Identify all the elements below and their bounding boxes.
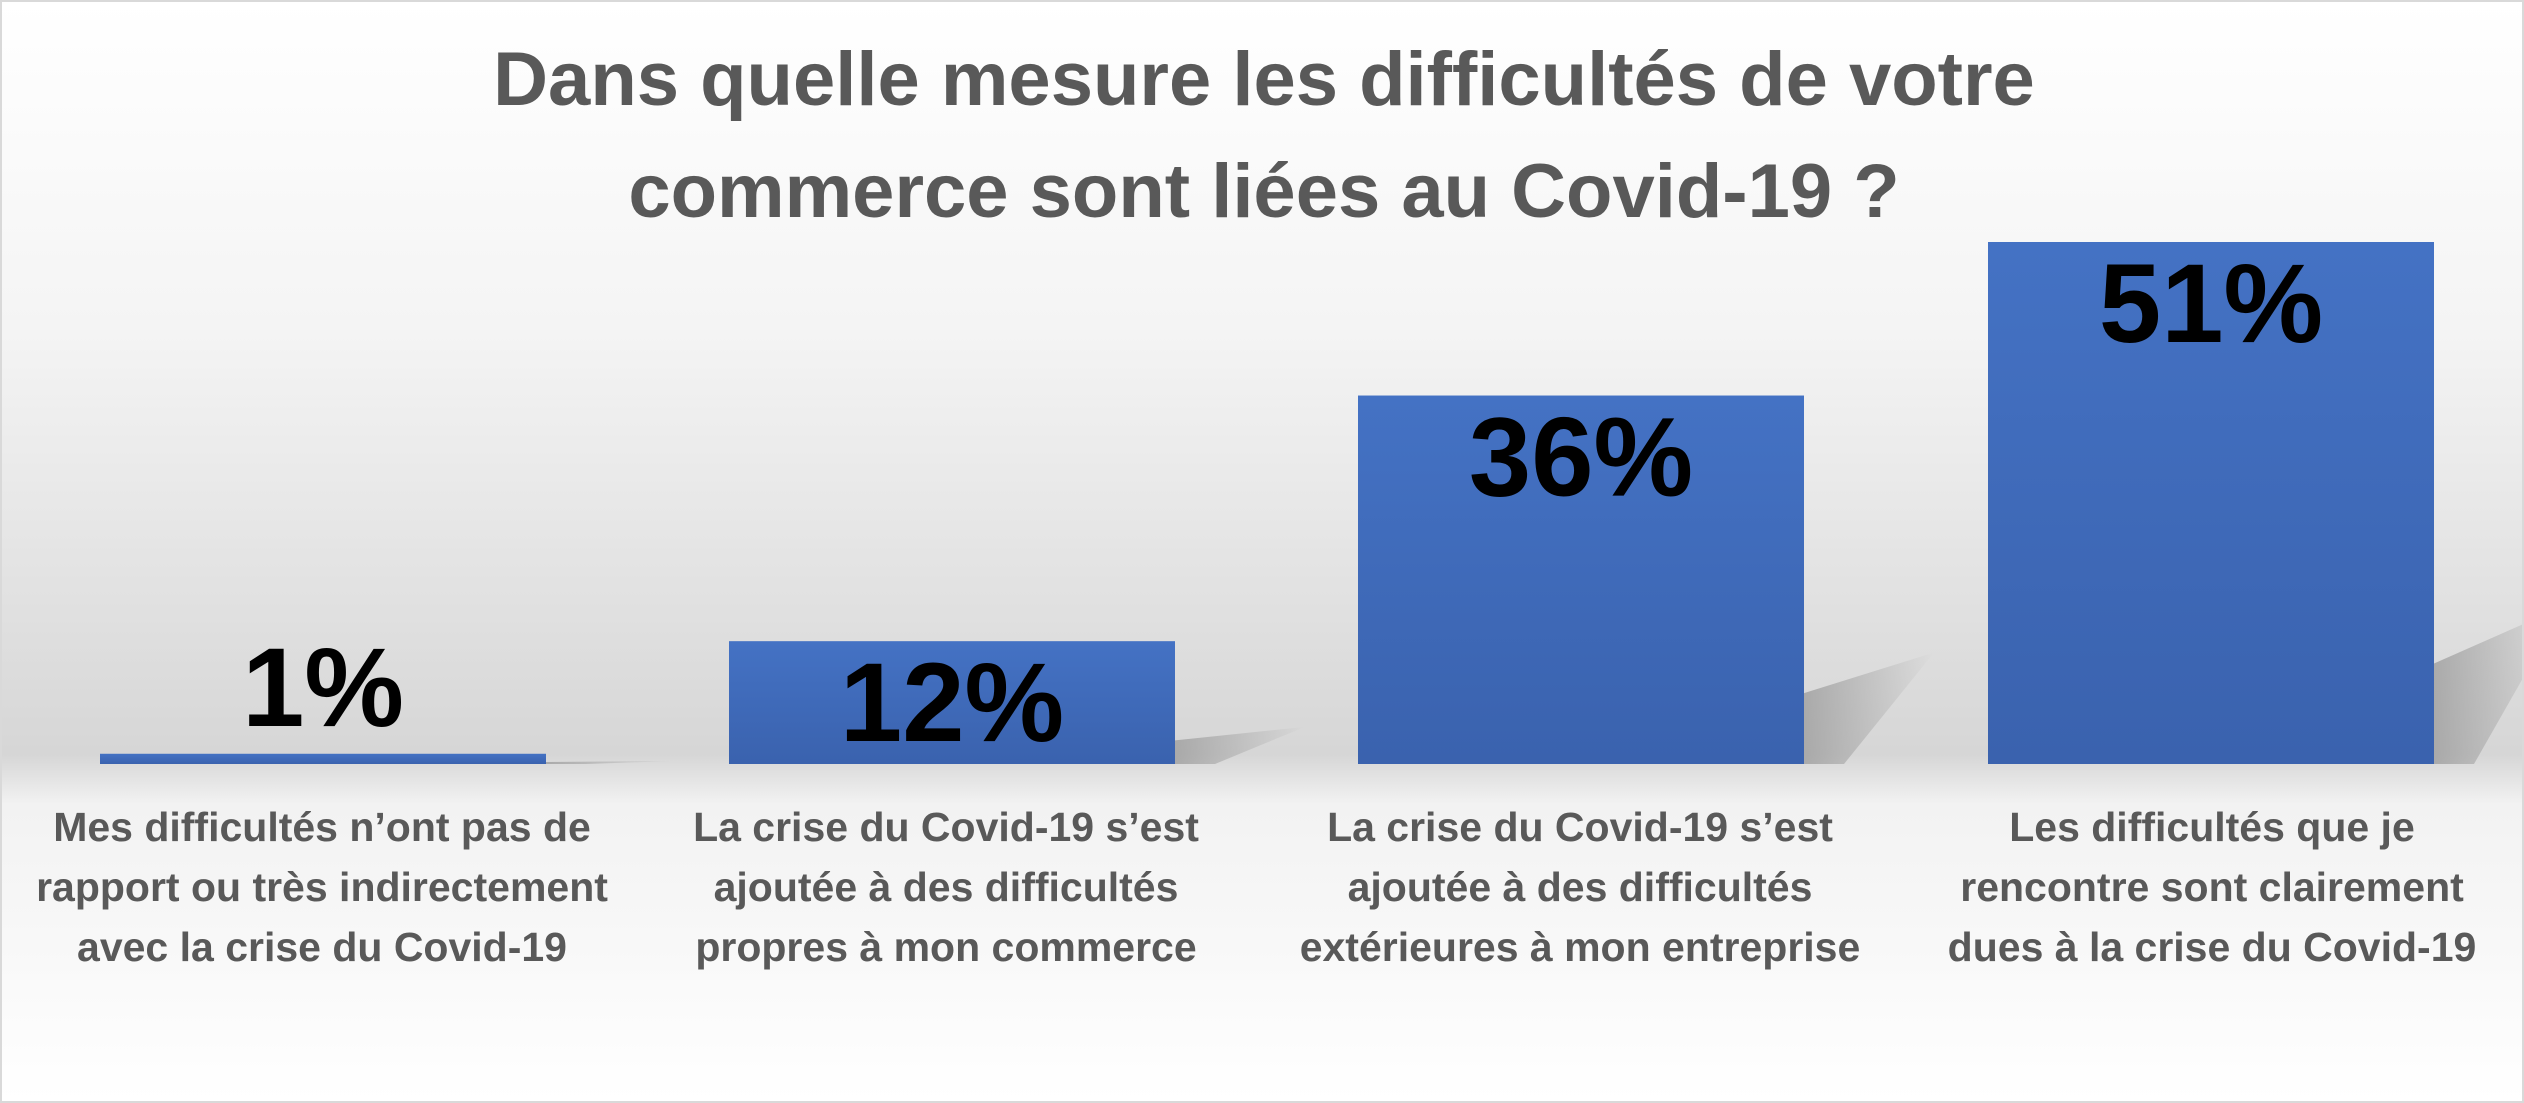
category-label-line: avec la crise du Covid-19 <box>77 924 567 970</box>
category-label-line: rencontre sont clairement <box>1960 864 2464 910</box>
category-label-line: ajoutée à des difficultés <box>1347 864 1813 910</box>
category-label-2: La crise du Covid-19 s’est ajoutée à des… <box>646 797 1246 977</box>
bar-shadow <box>1804 652 1934 764</box>
bar <box>1988 242 2434 764</box>
category-label-line: La crise du Covid-19 s’est <box>1327 804 1833 850</box>
bar <box>729 641 1175 764</box>
data-label: 36% <box>1469 395 1693 520</box>
bar <box>1358 395 1804 764</box>
bars <box>100 242 2434 764</box>
category-label-line: rapport ou très indirectement <box>36 864 608 910</box>
category-label-line: extérieures à mon entreprise <box>1299 924 1861 970</box>
bar <box>100 753 546 764</box>
category-label-3: La crise du Covid-19 s’est ajoutée à des… <box>1280 797 1880 977</box>
data-label: 12% <box>840 640 1064 765</box>
category-label-line: Les difficultés que je <box>2009 804 2415 850</box>
data-label: 51% <box>2099 241 2323 366</box>
chart-title-line-2: commerce sont liées au Covid-19 ? <box>628 149 1900 234</box>
category-label-1: Mes difficultés n’ont pas de rapport ou … <box>22 797 622 977</box>
category-label-line: Mes difficultés n’ont pas de <box>53 804 591 850</box>
data-label: 1% <box>242 625 404 750</box>
category-label-4: Les difficultés que je rencontre sont cl… <box>1912 797 2512 977</box>
bar-shadow <box>1175 726 1305 764</box>
chart-title-line-1: Dans quelle mesure les difficultés de vo… <box>493 37 2035 122</box>
chart-title: Dans quelle mesure les difficultés de vo… <box>2 24 2522 248</box>
bar-shadow <box>2434 624 2522 764</box>
category-label-line: propres à mon commerce <box>695 924 1197 970</box>
category-label-line: dues à la crise du Covid-19 <box>1947 924 2477 970</box>
category-label-line: ajoutée à des difficultés <box>713 864 1179 910</box>
data-labels: 1% 12% 36% 51% <box>242 241 2323 765</box>
bar-shadow <box>546 760 676 764</box>
category-label-line: La crise du Covid-19 s’est <box>693 804 1199 850</box>
bar-shadows <box>546 624 2522 764</box>
